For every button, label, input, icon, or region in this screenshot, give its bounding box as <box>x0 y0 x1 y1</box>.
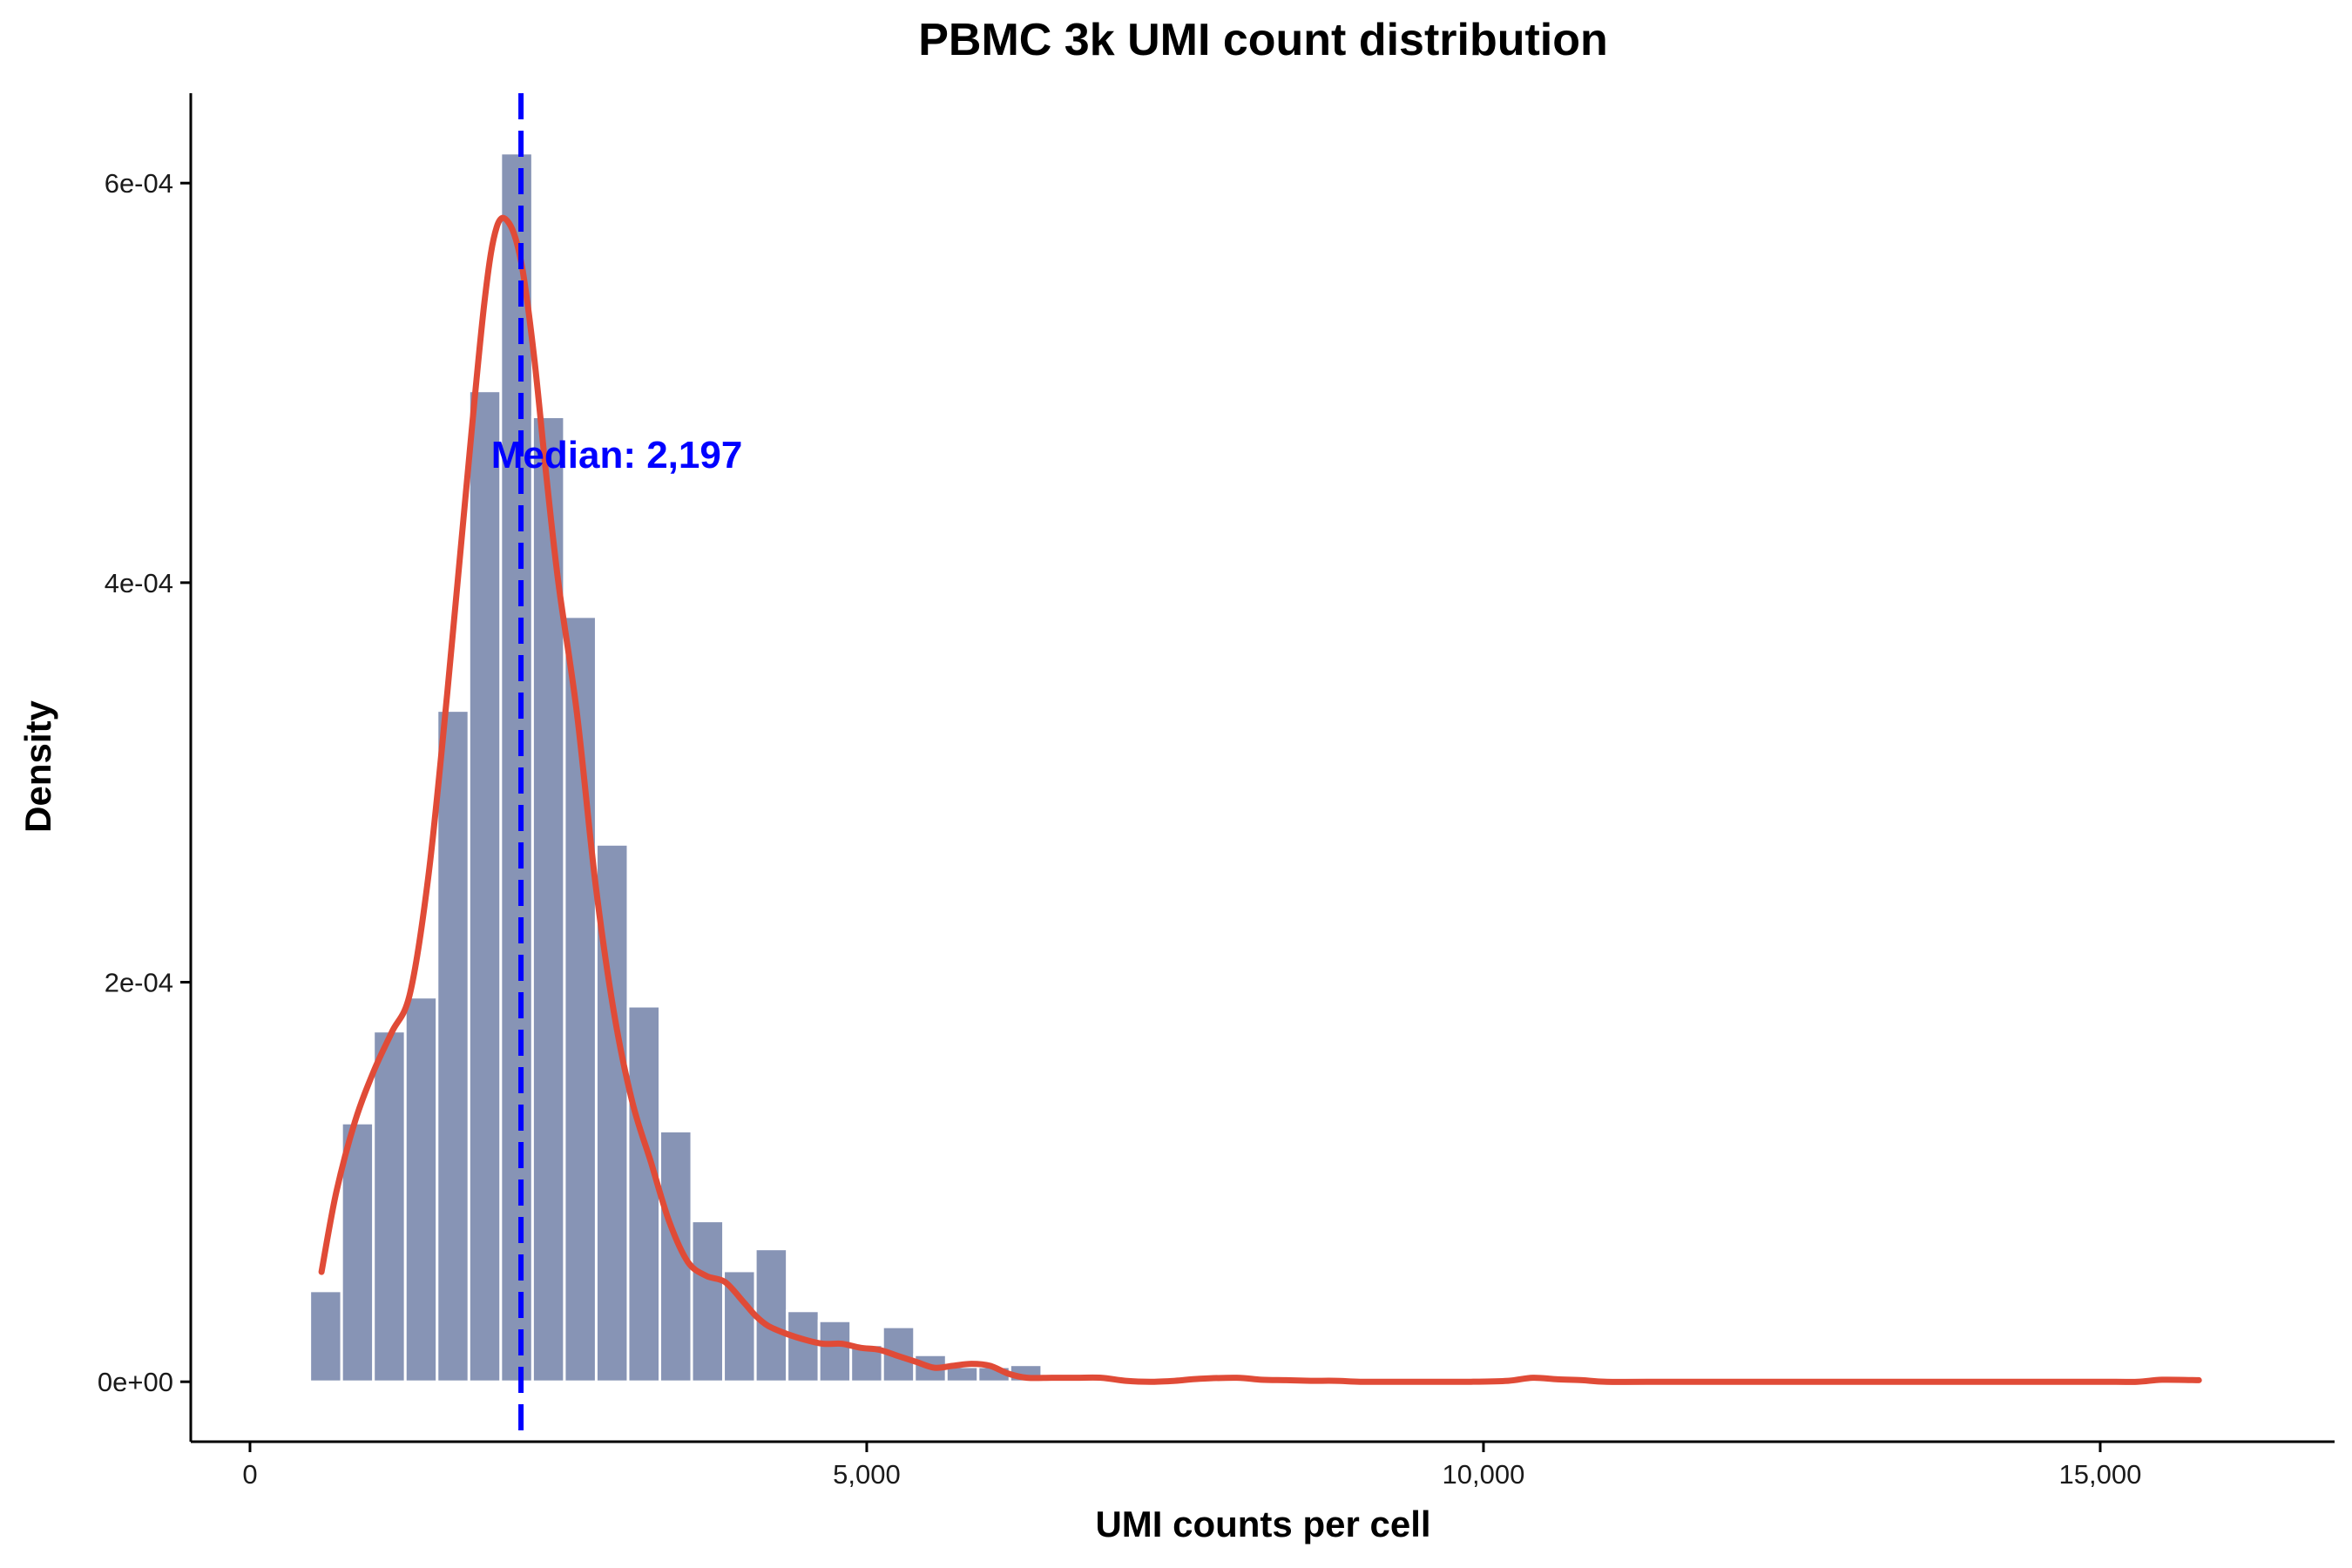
y-axis-title: Density <box>17 700 58 833</box>
x-tick-label: 15,000 <box>2059 1459 2142 1490</box>
histogram-bar <box>340 1121 375 1383</box>
y-tick-label: 2e-04 <box>105 968 173 998</box>
histogram-bar <box>531 416 566 1383</box>
histogram-bar <box>436 709 470 1383</box>
x-tick-label: 10,000 <box>1443 1459 1525 1490</box>
histogram-bar <box>499 152 534 1383</box>
x-tick-label: 0 <box>242 1459 257 1490</box>
y-axis-ticks: 0e+00 2e-04 4e-04 6e-04 <box>98 168 191 1397</box>
y-tick-label: 6e-04 <box>105 168 173 199</box>
histogram-bar <box>467 389 503 1383</box>
x-tick-label: 5,000 <box>833 1459 901 1490</box>
histogram-bars <box>308 152 1044 1383</box>
y-tick-label: 4e-04 <box>105 568 173 598</box>
histogram-bar <box>372 1030 407 1383</box>
histogram-bar <box>626 1004 662 1383</box>
x-axis-ticks: 0 5,000 10,000 15,000 <box>242 1442 2141 1490</box>
x-axis-title: UMI counts per cell <box>1095 1504 1430 1544</box>
y-tick-label: 0e+00 <box>98 1367 173 1397</box>
histogram-bar <box>308 1289 343 1383</box>
density-curve <box>318 214 2202 1385</box>
histogram-bar <box>817 1319 853 1383</box>
median-label: Median: 2,197 <box>491 434 743 476</box>
histogram-bar <box>786 1309 821 1383</box>
histogram-bar <box>754 1247 789 1383</box>
histogram-bar <box>690 1220 726 1383</box>
chart-title: PBMC 3k UMI count distribution <box>918 15 1608 65</box>
histogram-bar <box>403 996 439 1383</box>
